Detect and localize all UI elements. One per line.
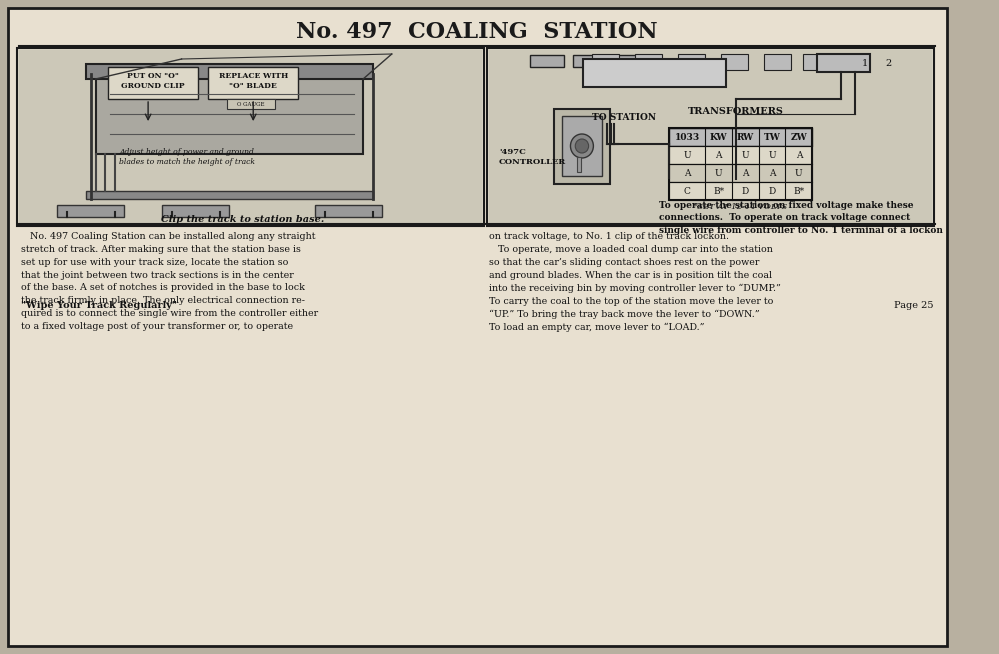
Text: No. 497  COALING  STATION: No. 497 COALING STATION (296, 21, 657, 43)
Text: Clip the track to station base.: Clip the track to station base. (161, 216, 325, 224)
FancyBboxPatch shape (8, 8, 947, 646)
Bar (635, 54, 662, 70)
Bar (561, 116, 602, 176)
Bar (96, 74, 363, 154)
Text: To operate the station on fixed voltage make these
connections.  To operate on t: To operate the station on fixed voltage … (659, 201, 943, 235)
Text: REPLACE WITH
"O" BLADE: REPLACE WITH "O" BLADE (219, 72, 288, 90)
Text: D: D (741, 186, 749, 196)
Bar (582, 59, 726, 87)
Bar (163, 205, 230, 217)
Text: U: U (741, 150, 749, 160)
Bar (669, 128, 812, 146)
Bar (86, 64, 373, 79)
Bar (592, 54, 619, 70)
Bar (17, 48, 484, 226)
Text: A: A (795, 150, 802, 160)
Bar (490, 50, 932, 224)
Text: U: U (768, 150, 776, 160)
Bar (488, 48, 934, 226)
Text: U: U (714, 169, 722, 177)
Bar (669, 182, 812, 200)
Text: U: U (795, 169, 802, 177)
Text: B*: B* (793, 186, 804, 196)
Bar (669, 128, 812, 200)
Text: on track voltage, to No. 1 clip of the track lockon.
   To operate, move a loade: on track voltage, to No. 1 clip of the t… (490, 232, 781, 332)
Text: '497C
CONTROLLER: '497C CONTROLLER (499, 148, 566, 166)
Text: KW: KW (709, 133, 727, 141)
Text: No. 497 Coaling Station can be installed along any straight
stretch of track. Af: No. 497 Coaling Station can be installed… (21, 232, 318, 331)
Bar (764, 54, 791, 70)
Bar (228, 99, 275, 109)
Text: O GAUGE: O GAUGE (238, 101, 265, 107)
Text: 1: 1 (862, 58, 868, 67)
Text: A: A (769, 169, 775, 177)
Text: C: C (683, 186, 690, 196)
Text: A: A (742, 169, 748, 177)
Bar (554, 109, 609, 184)
Circle shape (570, 134, 593, 158)
Text: PUT ON "O"
GROUND CLIP: PUT ON "O" GROUND CLIP (121, 72, 185, 90)
Text: B*: B* (713, 186, 724, 196)
Bar (721, 54, 748, 70)
FancyBboxPatch shape (108, 67, 198, 99)
Text: D: D (768, 186, 775, 196)
Text: ZW: ZW (790, 133, 807, 141)
Text: "Wipe Your Track Regularly": "Wipe Your Track Regularly" (21, 301, 177, 311)
Text: U: U (683, 150, 691, 160)
Bar (577, 157, 581, 172)
Bar (316, 205, 383, 217)
Text: RW: RW (736, 133, 754, 141)
Bar (802, 54, 829, 70)
Text: 2: 2 (885, 58, 892, 67)
Text: Page 25: Page 25 (894, 301, 934, 311)
Text: TW: TW (763, 133, 780, 141)
Bar (530, 55, 563, 67)
Bar (669, 146, 812, 164)
Text: A: A (715, 150, 722, 160)
Bar (19, 50, 482, 224)
Text: 1033: 1033 (674, 133, 699, 141)
FancyBboxPatch shape (209, 67, 298, 99)
Bar (678, 54, 705, 70)
Text: TO STATION: TO STATION (592, 112, 656, 122)
Text: *SET AT 12-14 VOLTS: *SET AT 12-14 VOLTS (693, 203, 787, 211)
Bar (57, 205, 124, 217)
Text: TRANSFORMERS: TRANSFORMERS (688, 107, 783, 116)
Bar (817, 54, 869, 72)
Bar (86, 191, 373, 199)
Bar (573, 55, 606, 67)
Bar (616, 55, 649, 67)
Text: Adjust height of power and ground
blades to match the height of track: Adjust height of power and ground blades… (120, 148, 256, 166)
Circle shape (575, 139, 588, 153)
Bar (669, 164, 812, 182)
Text: A: A (683, 169, 690, 177)
